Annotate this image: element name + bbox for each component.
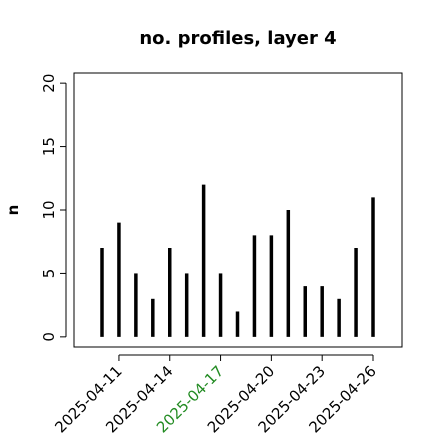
y-tick-label: 15	[40, 137, 58, 156]
y-tick-label: 10	[40, 200, 58, 219]
y-tick-label: 20	[40, 74, 58, 93]
y-tick-label: 5	[40, 269, 58, 279]
y-tick-label: 0	[40, 332, 58, 342]
chart-title: no. profiles, layer 4	[139, 28, 336, 49]
plot-box	[73, 72, 403, 348]
y-axis-label: n	[4, 205, 22, 216]
